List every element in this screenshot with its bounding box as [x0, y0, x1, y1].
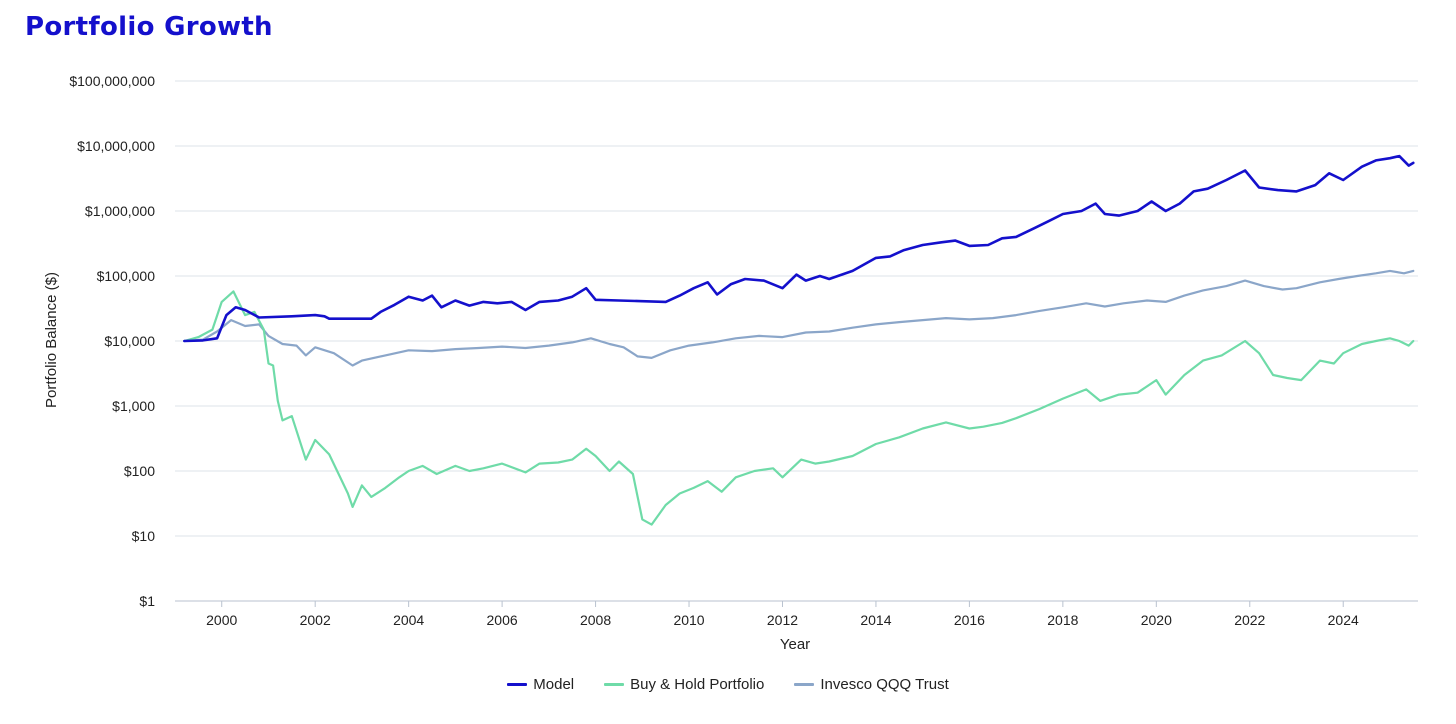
- y-axis-label: Portfolio Balance ($): [43, 272, 60, 408]
- x-tick-label: 2010: [673, 612, 704, 628]
- x-tick-label: 2006: [487, 612, 518, 628]
- x-tick-label: 2000: [206, 612, 237, 628]
- x-tick-label: 2020: [1141, 612, 1172, 628]
- y-tick-label: $10: [132, 528, 156, 544]
- y-tick-label: $1: [139, 593, 155, 609]
- x-tick-labels: 2000 2002 2004 2006 2008 2010 2012 2014 2016 2018…: [206, 601, 1359, 628]
- y-tick-label: $10,000,000: [77, 138, 155, 154]
- legend-swatch-buy-hold: [604, 683, 625, 686]
- legend-item-qqq[interactable]: Invesco QQQ Trust: [794, 676, 949, 693]
- legend-label-model: Model: [533, 676, 575, 693]
- chart-title: Portfolio Growth: [25, 12, 273, 42]
- y-tick-labels: $1 $10 $100 $1,000 $10,000 $100,000 $1,000,000…: [69, 73, 155, 609]
- y-tick-label: $100,000,000: [69, 73, 155, 89]
- x-tick-label: 2024: [1328, 612, 1359, 628]
- y-tick-label: $100,000: [97, 268, 156, 284]
- x-tick-label: 2018: [1047, 612, 1078, 628]
- x-axis-label: Year: [780, 636, 810, 653]
- x-tick-label: 2014: [860, 612, 891, 628]
- series-layer: [183, 154, 1415, 526]
- series-line-buy-hold: [183, 290, 1415, 526]
- x-tick-label: 2022: [1234, 612, 1265, 628]
- y-tick-label: $1,000: [112, 398, 155, 414]
- series-line-model: [183, 154, 1415, 343]
- legend-item-model[interactable]: Model: [507, 676, 574, 693]
- x-tick-label: 2012: [767, 612, 798, 628]
- grid-layer: [175, 80, 1418, 602]
- legend-item-buy-hold[interactable]: Buy & Hold Portfolio: [604, 676, 764, 693]
- legend-swatch-model: [507, 683, 528, 686]
- y-tick-label: $100: [124, 463, 155, 479]
- legend-swatch-qqq: [794, 683, 815, 686]
- series-line-qqq: [183, 269, 1415, 367]
- x-tick-label: 2008: [580, 612, 611, 628]
- y-tick-label: $1,000,000: [85, 203, 155, 219]
- x-tick-label: 2004: [393, 612, 424, 628]
- x-tick-label: 2016: [954, 612, 985, 628]
- x-tick-label: 2002: [300, 612, 331, 628]
- legend-label-qqq: Invesco QQQ Trust: [820, 676, 949, 693]
- y-tick-label: $10,000: [104, 333, 155, 349]
- legend-label-buy-hold: Buy & Hold Portfolio: [630, 676, 765, 693]
- chart-legend: Model Buy & Hold Portfolio Invesco QQQ T…: [0, 676, 1456, 693]
